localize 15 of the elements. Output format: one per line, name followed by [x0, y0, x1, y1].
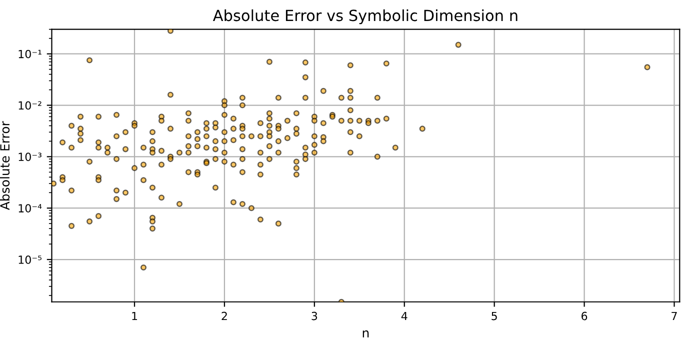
- y-tick-label: 10⁻³: [18, 152, 42, 162]
- x-tick-label: 7: [672, 312, 677, 320]
- x-tick-label: 4: [401, 312, 408, 320]
- y-tick-label: 10⁻⁴: [18, 204, 42, 212]
- chart-title: Absolute Error vs Symbolic Dimension n: [212, 9, 518, 24]
- y-tick-label: 10⁻¹: [18, 50, 42, 58]
- x-tick-label: 3: [312, 312, 318, 320]
- y-tick-label: 10⁻²: [18, 101, 42, 110]
- x-tick-label: 2: [222, 312, 227, 320]
- y-axis-title: Absolute Error: [0, 121, 10, 210]
- y-tick-label: 10⁻⁵: [18, 255, 42, 264]
- x-tick-label: 5: [492, 312, 497, 320]
- x-tick-label: 1: [132, 312, 138, 320]
- x-tick-label: 6: [582, 312, 588, 320]
- x-axis-title: n: [362, 330, 369, 338]
